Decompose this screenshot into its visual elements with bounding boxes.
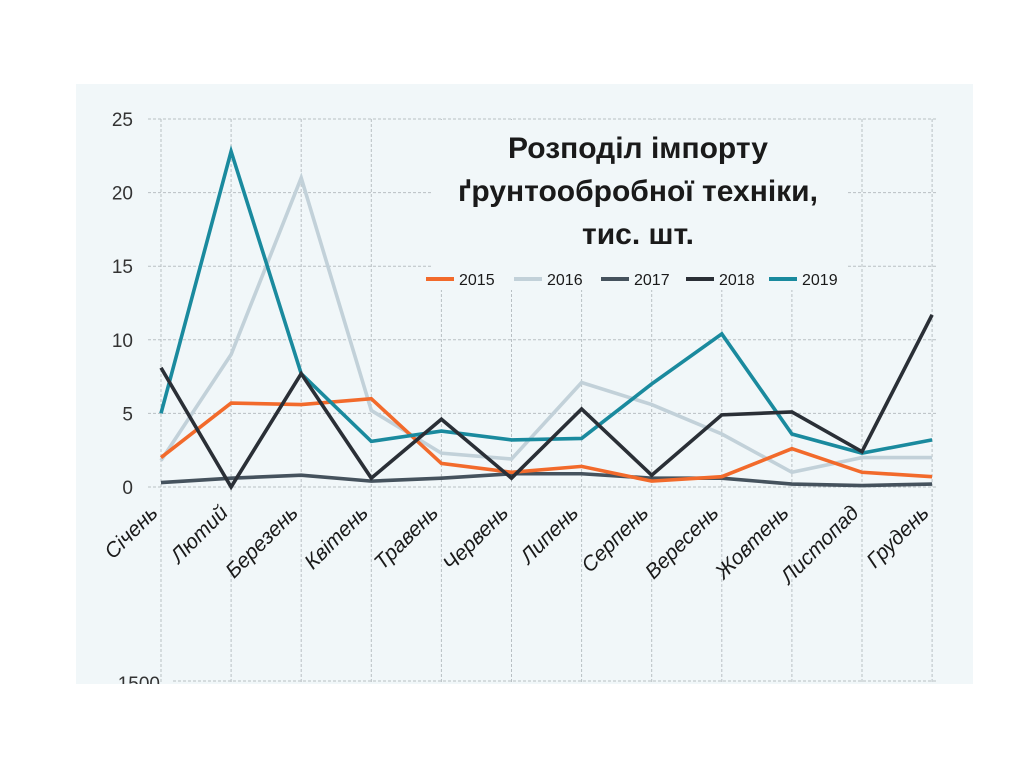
series-line-2017: [160, 471, 933, 488]
x-axis: Січень ЛютийБерезеньКвітеньТравеньЧервень…: [100, 501, 933, 590]
series-line-2019: [159, 144, 933, 455]
x-tick-label: Грудень: [862, 501, 933, 572]
x-tick-label: Березень: [221, 501, 303, 583]
x-tick-label: Червень: [439, 501, 513, 575]
chart-title: Розподіл імпорту ґрунтообробної техніки, т…: [431, 120, 846, 290]
y-tick-label: 10: [112, 331, 133, 352]
y-tick-label: 5: [122, 404, 133, 425]
title-line: ґрунтообробної техніки,: [458, 175, 818, 208]
title-line: тис. шт.: [582, 218, 694, 251]
legend-label: 2018: [719, 272, 755, 289]
legend: 2015 2016 2017 2018 2019: [426, 272, 838, 289]
x-tick-label: Квітень: [300, 501, 373, 574]
legend-label: 2016: [547, 272, 583, 289]
line-chart: 0 5 10 15 20 25 Січень ЛютийБерезеньКвітеньТра…: [100, 110, 938, 684]
title-backdrop: [431, 120, 846, 290]
x-tick-label: Липень: [515, 501, 584, 570]
y-axis: 0 5 10 15 20 25: [112, 110, 133, 499]
chart-panel: 0 5 10 15 20 25 Січень Лютий Березень Квітень Тра…: [76, 84, 973, 684]
x-tick-label: Травень: [370, 501, 443, 574]
x-tick-label: Вересень: [641, 501, 723, 583]
y-tick-label: 25: [112, 110, 133, 131]
y-tick-label: 1500: [118, 674, 160, 684]
x-tick-label: Лютий: [165, 501, 233, 569]
x-tick-label: Січень: [100, 501, 162, 563]
legend-label: 2015: [459, 272, 495, 289]
series-lines: [159, 144, 934, 491]
legend-label: 2019: [802, 272, 838, 289]
y-tick-label: 20: [112, 184, 133, 205]
series-line-2018: [159, 313, 934, 491]
legend-label: 2017: [634, 272, 670, 289]
second-chart-fragment: 1500: [118, 674, 938, 684]
series-line-2016: [159, 172, 933, 475]
y-tick-label: 0: [122, 478, 133, 499]
y-tick-label: 15: [112, 257, 133, 278]
title-line: Розподіл імпорту: [508, 132, 768, 165]
series-line-2015: [159, 396, 933, 483]
